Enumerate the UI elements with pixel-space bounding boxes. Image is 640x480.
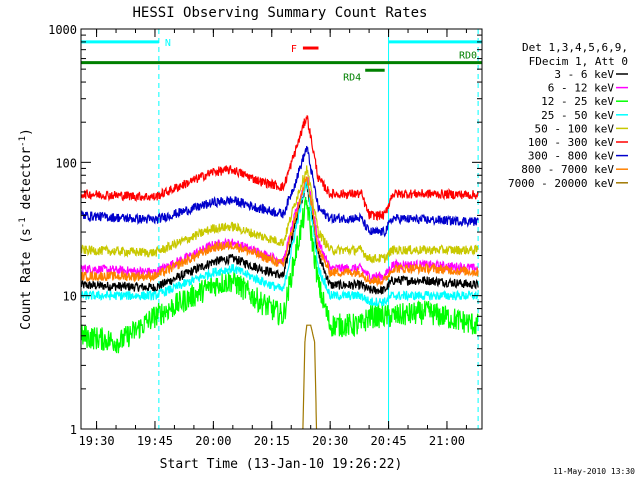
- legend-label-5: 100 - 300 keV: [528, 136, 614, 149]
- x-axis-label: Start Time (13-Jan-10 19:26:22): [160, 457, 403, 472]
- x-tick-label-4: 20:30: [312, 434, 348, 448]
- series-line-8: [302, 324, 318, 430]
- series-line-6: [80, 145, 479, 238]
- series-line-2: [80, 196, 479, 354]
- annotation-label-3: RD0: [459, 51, 477, 62]
- x-tick-label-0: 19:30: [79, 434, 115, 448]
- legend-header-2: FDecim 1, Att 0: [529, 55, 628, 68]
- legend-label-7: 800 - 7000 keV: [521, 163, 614, 176]
- x-tick-label-3: 20:15: [254, 434, 290, 448]
- legend: Det 1,3,4,5,6,9, FDecim 1, Att 0 3 - 6 k…: [508, 41, 628, 190]
- annotation-layer: N F RD0 RD4: [81, 29, 482, 429]
- plot-frame: [80, 28, 483, 430]
- series-line-3: [80, 177, 479, 307]
- x-tick-label-1: 19:45: [137, 434, 173, 448]
- legend-header-1: Det 1,3,4,5,6,9,: [522, 41, 628, 54]
- legend-label-4: 50 - 100 keV: [535, 122, 615, 135]
- footer-timestamp: 11-May-2010 13:30: [553, 467, 635, 476]
- y-axis-label: Count Rate (s-1 detector-1): [18, 128, 34, 330]
- legend-label-1: 6 - 12 keV: [548, 82, 615, 95]
- x-axis: 19:30 19:45 20:00 20:15 20:30 20:45 21:00: [79, 29, 467, 448]
- legend-label-3: 25 - 50 keV: [541, 109, 614, 122]
- y-tick-label-3: 1000: [48, 23, 77, 37]
- x-tick-label-2: 20:00: [195, 434, 231, 448]
- series-line-5: [80, 115, 479, 221]
- x-tick-label-5: 20:45: [371, 434, 407, 448]
- series-layer: [80, 115, 479, 430]
- x-tick-label-6: 21:00: [429, 434, 465, 448]
- annotation-label-4: RD4: [343, 72, 361, 83]
- legend-label-0: 3 - 6 keV: [554, 68, 614, 81]
- y-tick-label-2: 100: [55, 156, 77, 170]
- legend-label-2: 12 - 25 keV: [541, 95, 614, 108]
- chart-title: HESSI Observing Summary Count Rates: [132, 5, 427, 21]
- series-line-4: [80, 165, 479, 264]
- legend-label-6: 300 - 800 keV: [528, 150, 614, 163]
- legend-label-8: 7000 - 20000 keV: [508, 177, 614, 190]
- series-line-0: [80, 181, 479, 295]
- y-tick-label-0: 1: [70, 423, 77, 437]
- series-line-7: [80, 176, 479, 288]
- annotation-label-2: F: [291, 44, 297, 55]
- y-tick-label-1: 10: [63, 290, 77, 304]
- y-axis: 1 10 100 1000: [48, 23, 482, 437]
- annotation-label-0: N: [165, 38, 171, 49]
